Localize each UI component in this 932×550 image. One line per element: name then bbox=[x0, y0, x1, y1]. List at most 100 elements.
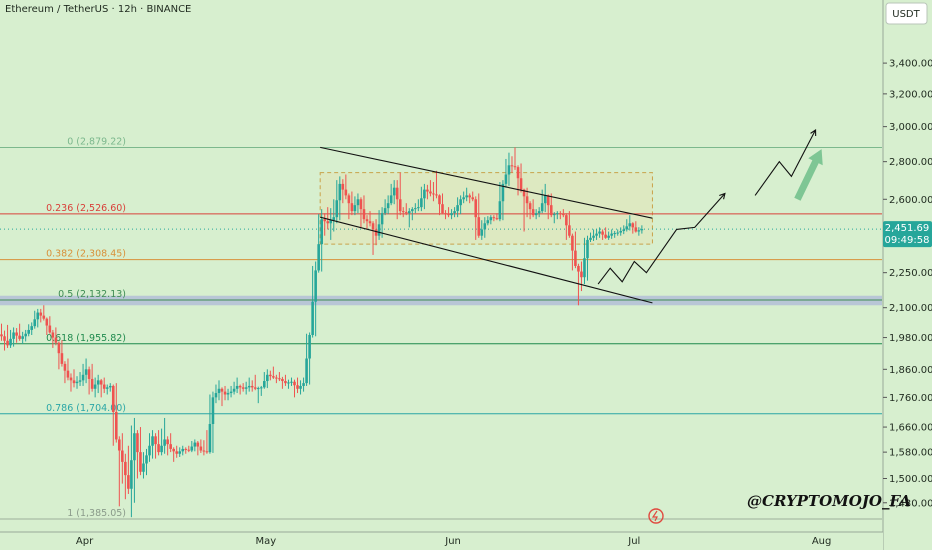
time-tick-label: Aug bbox=[812, 536, 832, 547]
candle-body bbox=[226, 393, 230, 395]
candle-body bbox=[247, 385, 251, 388]
fib-label-0: 0 (2,879.22) bbox=[67, 136, 126, 147]
candle-body bbox=[435, 194, 438, 196]
replay-icon[interactable] bbox=[648, 508, 664, 524]
candle-body bbox=[196, 442, 200, 447]
candle-body bbox=[69, 377, 73, 381]
candle-body bbox=[589, 237, 592, 240]
candle-body bbox=[495, 218, 499, 220]
candle-body bbox=[329, 220, 333, 224]
bullish-arrow bbox=[794, 149, 823, 201]
candle-body bbox=[513, 166, 517, 168]
candle-body bbox=[622, 229, 626, 232]
candle-body bbox=[244, 387, 248, 389]
candle-body bbox=[15, 332, 18, 336]
candle-body bbox=[63, 363, 67, 371]
candle-body bbox=[66, 370, 70, 378]
candle-body bbox=[335, 200, 339, 218]
candle-body bbox=[262, 381, 266, 388]
candle-body bbox=[111, 385, 115, 412]
candle-body bbox=[33, 319, 37, 327]
candle-body bbox=[250, 385, 254, 388]
candle-body bbox=[42, 315, 46, 319]
time-tick-label: Jul bbox=[627, 536, 640, 547]
candle-body bbox=[368, 221, 372, 224]
candle-body bbox=[114, 411, 118, 440]
candle-body bbox=[118, 439, 121, 451]
candle-body bbox=[353, 205, 357, 212]
candle-body bbox=[269, 374, 272, 377]
candle-body bbox=[380, 213, 384, 225]
candle-body bbox=[326, 221, 330, 224]
bullish-arrow-shape bbox=[794, 149, 823, 201]
candle-body bbox=[139, 452, 142, 472]
candle-body bbox=[130, 460, 133, 489]
candle-body bbox=[3, 336, 6, 341]
candle-body bbox=[574, 250, 577, 266]
currency-button-frame bbox=[885, 2, 928, 25]
candle-body bbox=[507, 165, 511, 175]
candle-body bbox=[157, 444, 160, 453]
candle-body bbox=[571, 235, 574, 251]
candle-body bbox=[534, 213, 538, 216]
candle-body bbox=[444, 213, 447, 215]
candle-body bbox=[552, 214, 556, 216]
candle-body bbox=[477, 217, 481, 236]
candle-body bbox=[377, 224, 381, 236]
currency-button[interactable]: USDT bbox=[885, 2, 928, 25]
candle-body bbox=[480, 229, 484, 236]
candle-body bbox=[154, 436, 157, 445]
candle-body bbox=[411, 209, 414, 212]
candle-body bbox=[124, 461, 127, 476]
support-zone bbox=[0, 295, 882, 306]
candle-body bbox=[420, 198, 423, 208]
projection-path bbox=[597, 129, 817, 285]
candle-body bbox=[217, 388, 221, 394]
candle-body bbox=[546, 195, 550, 206]
candle-body bbox=[531, 209, 535, 216]
candle-body bbox=[229, 391, 233, 394]
candle-body bbox=[510, 165, 514, 167]
candle-body bbox=[504, 174, 508, 184]
price-tick-label: 2,600.00 bbox=[889, 195, 932, 206]
candle-body bbox=[93, 384, 97, 389]
candle-body bbox=[371, 223, 375, 230]
candle-body bbox=[142, 463, 145, 472]
candle-body bbox=[598, 231, 601, 234]
candles bbox=[0, 147, 644, 518]
candle-body bbox=[18, 335, 21, 339]
candle-body bbox=[166, 439, 169, 445]
candle-body bbox=[308, 335, 311, 359]
candle-body bbox=[57, 342, 61, 354]
candle-body bbox=[426, 189, 429, 192]
candle-body bbox=[163, 439, 166, 446]
candle-body bbox=[628, 223, 632, 227]
candle-body bbox=[456, 205, 459, 212]
fib-label-0.618: 0.618 (1,955.82) bbox=[46, 333, 126, 344]
current-price-label: 2,451.69 bbox=[885, 223, 930, 234]
candle-body bbox=[12, 332, 15, 339]
candle-body bbox=[136, 433, 139, 453]
candle-body bbox=[568, 225, 571, 236]
time-axis-panel bbox=[0, 532, 883, 550]
price-tick-label: 1,860.00 bbox=[889, 365, 932, 376]
price-tick-label: 1,660.00 bbox=[889, 423, 932, 434]
candle-body bbox=[640, 229, 644, 231]
candle-body bbox=[160, 445, 163, 453]
candle-body bbox=[577, 265, 580, 272]
candle-body bbox=[78, 380, 82, 382]
candle-body bbox=[462, 197, 465, 200]
candle-body bbox=[99, 380, 103, 385]
candle-body bbox=[259, 387, 263, 389]
candle-body bbox=[27, 329, 30, 334]
candle-body bbox=[389, 195, 393, 204]
candle-body bbox=[214, 393, 218, 398]
candle-body bbox=[471, 197, 475, 200]
price-tick-label: 2,800.00 bbox=[889, 157, 932, 168]
candle-body bbox=[208, 424, 212, 453]
descending-channel bbox=[320, 146, 653, 304]
currency-label: USDT bbox=[892, 9, 920, 20]
fib-label-1: 1 (1,385.05) bbox=[67, 508, 126, 519]
candle-body bbox=[562, 214, 565, 216]
